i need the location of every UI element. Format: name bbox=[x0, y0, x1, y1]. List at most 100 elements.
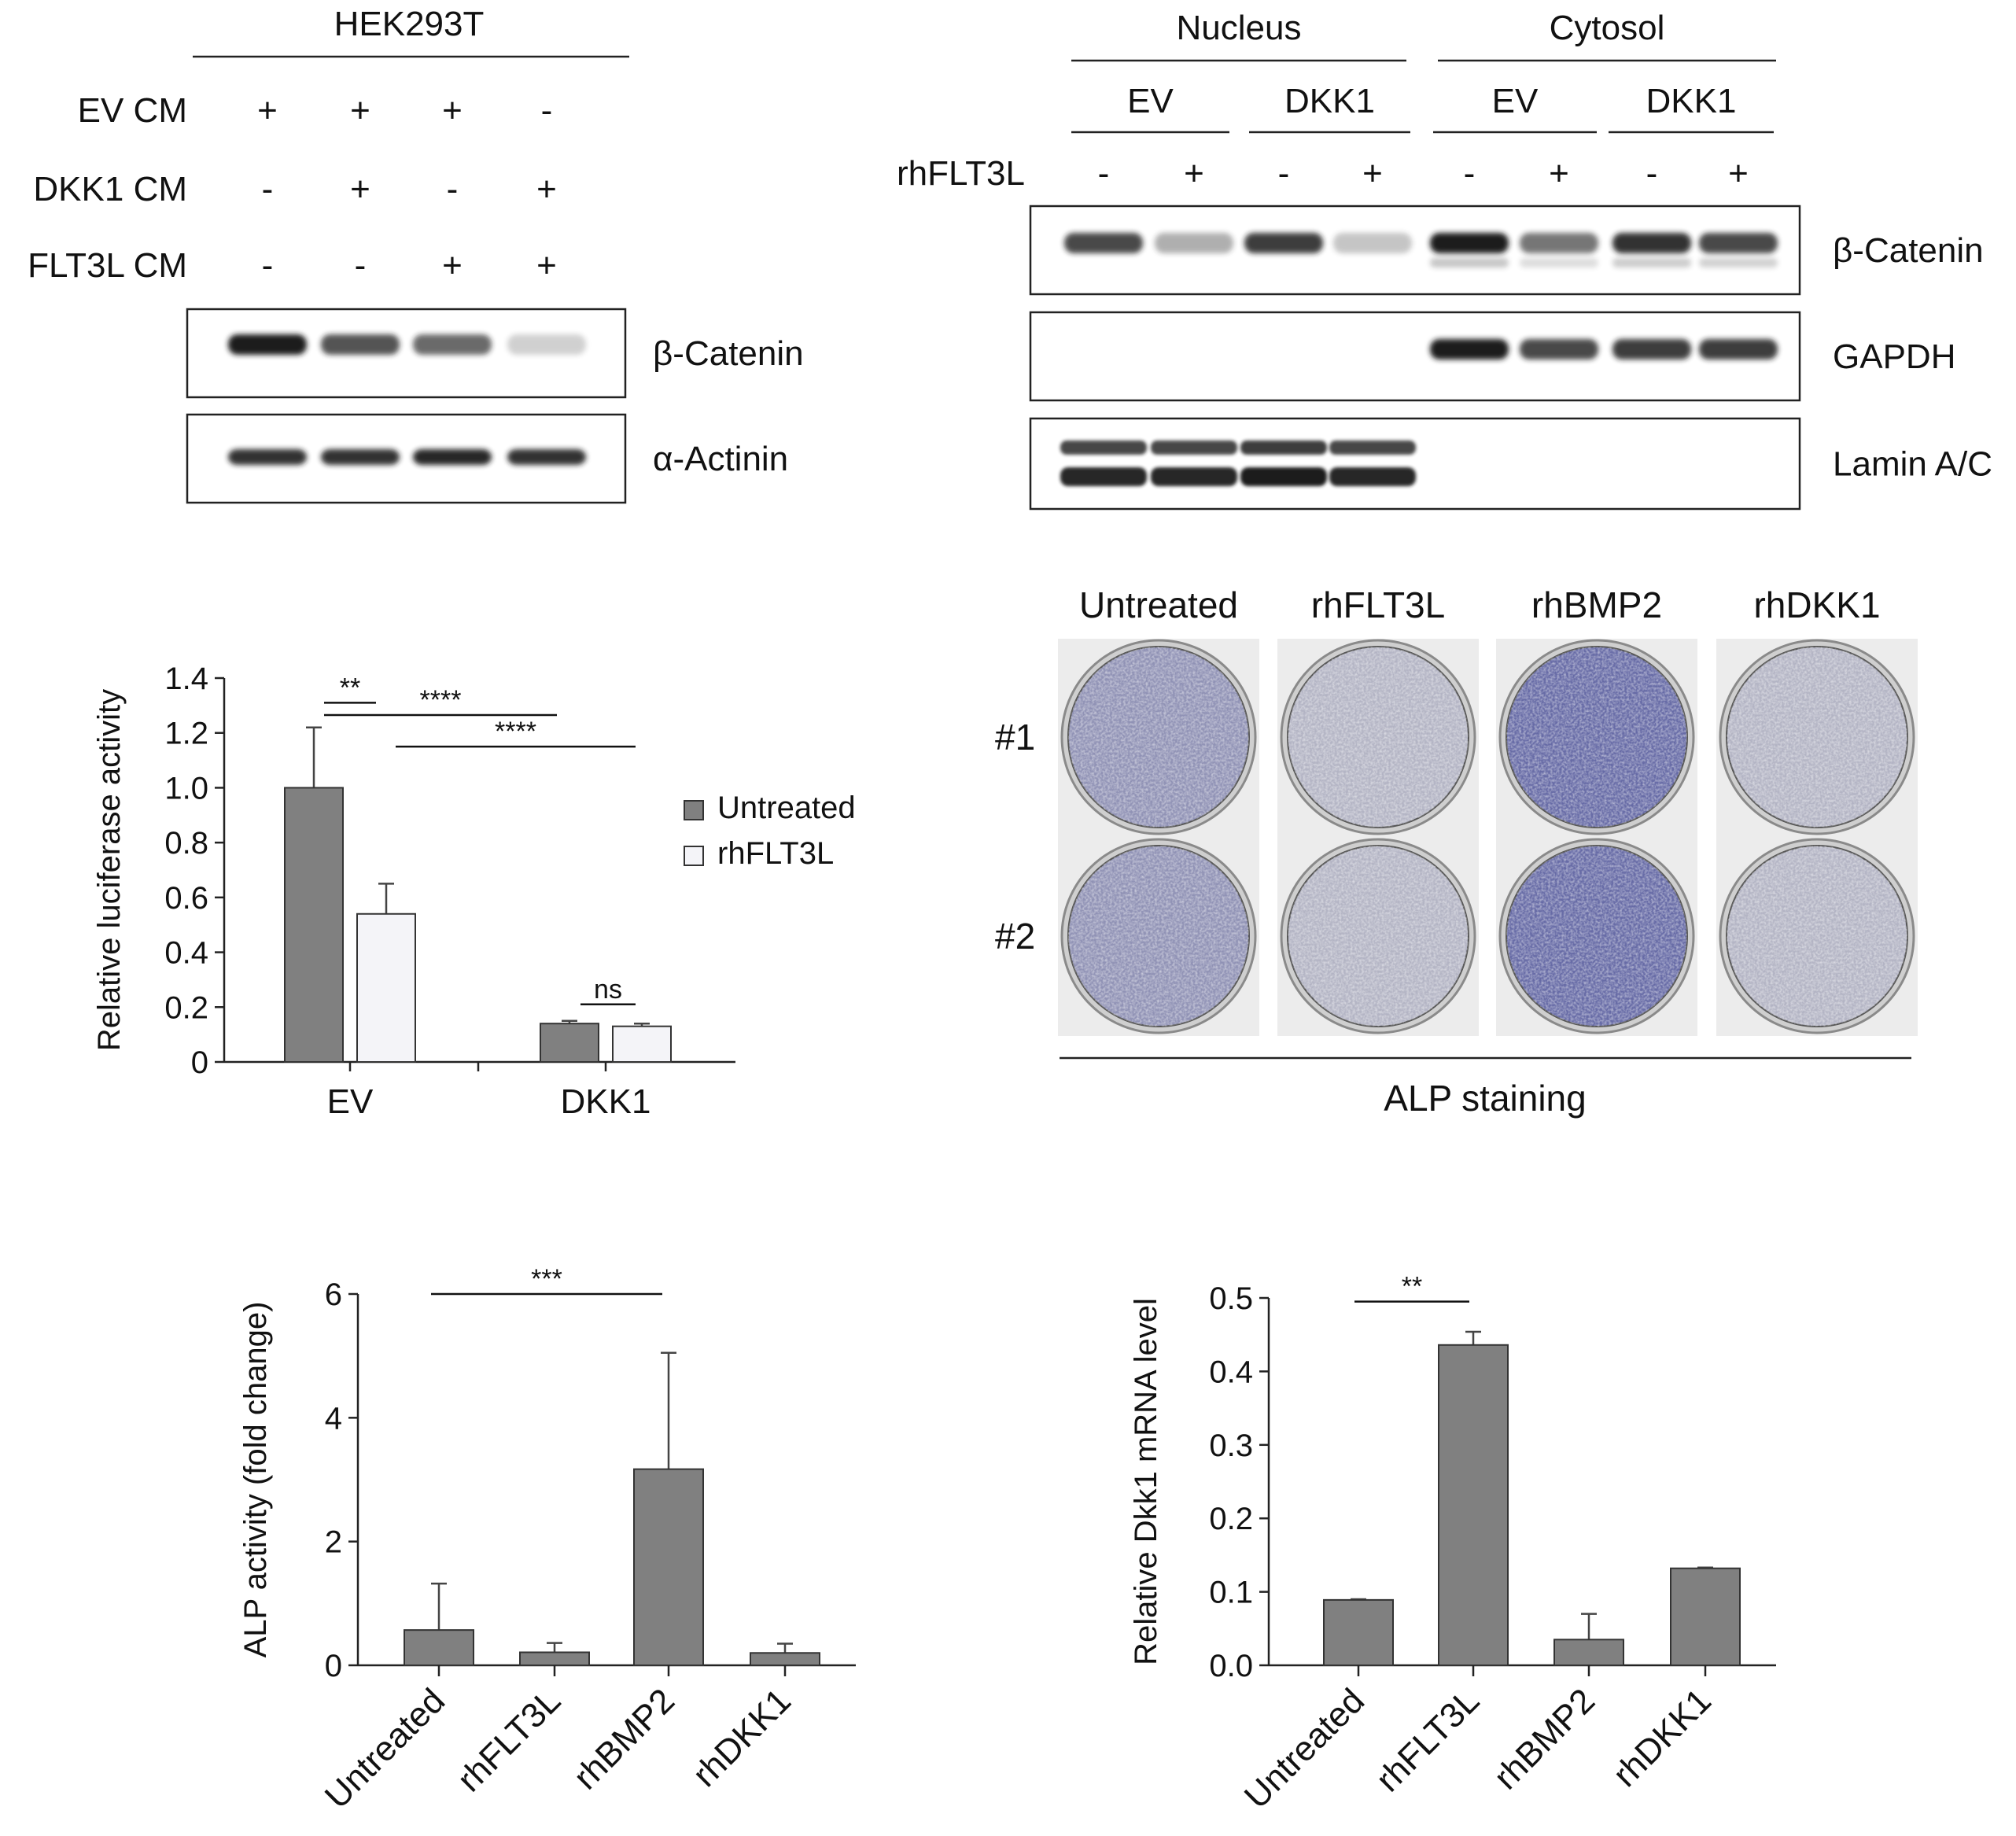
condition-sign: + bbox=[442, 91, 463, 130]
alp-column-label-rhflt3l: rhFLT3L bbox=[1311, 584, 1445, 625]
condition-sign: + bbox=[350, 170, 370, 208]
panel-a-western-blot: HEK293T EV CM + + + - DKK1 CM - + - + FLT3L CM - - + +… bbox=[28, 5, 804, 504]
blot-label: GAPDH bbox=[1833, 337, 1955, 376]
y-tick-label: 0.2 bbox=[1209, 1502, 1253, 1536]
bar-rhflt3l-dkk1 bbox=[612, 1025, 672, 1063]
blot-band bbox=[321, 334, 400, 355]
condition-sign: + bbox=[442, 246, 463, 285]
condition-sign: + bbox=[536, 246, 557, 285]
blot-band bbox=[1151, 441, 1237, 455]
y-tick-label: 0.6 bbox=[164, 881, 208, 916]
blot-band bbox=[1430, 233, 1509, 253]
x-tick-label-rhbmp2: rhBMP2 bbox=[566, 1681, 682, 1797]
x-tick-label-rhflt3l: rhFLT3L bbox=[450, 1681, 568, 1799]
blot-band bbox=[1333, 233, 1412, 253]
bar-rhdkk1 bbox=[1670, 1567, 1741, 1667]
blot-band bbox=[1520, 233, 1598, 253]
blot-frame bbox=[1029, 417, 1801, 511]
y-tick-label: 0.2 bbox=[164, 990, 208, 1025]
blot-band bbox=[1155, 233, 1233, 253]
alp-well bbox=[1719, 838, 1915, 1034]
blot-band bbox=[228, 334, 307, 355]
x-tick-label-rhdkk1: rhDKK1 bbox=[685, 1681, 798, 1794]
panel-a-header: HEK293T bbox=[334, 5, 485, 43]
blot-band bbox=[507, 449, 586, 465]
y-tick-label: 0 bbox=[191, 1045, 208, 1080]
blot-gapdh: GAPDH bbox=[1029, 311, 1955, 402]
alp-well bbox=[1498, 639, 1695, 835]
condition-label-flt3l-cm: FLT3L CM bbox=[28, 246, 187, 285]
legend: Untreated rhFLT3L bbox=[684, 791, 856, 871]
significance-label: *** bbox=[531, 1264, 562, 1294]
condition-label-dkk1-cm: DKK1 CM bbox=[33, 170, 187, 208]
blot-band bbox=[1244, 233, 1323, 253]
alp-well bbox=[1280, 639, 1476, 835]
well-texture bbox=[1727, 647, 1907, 828]
blot-band-lower bbox=[1699, 258, 1778, 267]
condition-sign: + bbox=[350, 91, 370, 130]
blot-band bbox=[1430, 339, 1509, 359]
panel-a-blots: β-Catenin α-Actinin bbox=[186, 308, 804, 504]
x-tick-label-untreated: Untreated bbox=[318, 1681, 452, 1816]
alp-well bbox=[1498, 838, 1695, 1034]
panel-b-blots: β-Catenin GAPDH Lamin A/C bbox=[1029, 205, 1992, 511]
y-tick-label: 4 bbox=[325, 1401, 342, 1436]
significance-label: ns bbox=[594, 975, 622, 1005]
chart-luciferase: 0 0.2 0.4 0.6 0.8 1.0 1.2 1.4 Relative luciferas… bbox=[92, 662, 856, 1121]
well-texture bbox=[1068, 846, 1249, 1027]
treatment-sign: + bbox=[1549, 154, 1569, 193]
treatment-sign: + bbox=[1362, 154, 1383, 193]
y-tick-label: 1.2 bbox=[164, 717, 208, 751]
blot-label: β-Catenin bbox=[1833, 231, 1984, 270]
condition-sign: - bbox=[447, 170, 459, 208]
bar-rhbmp2 bbox=[1553, 1639, 1624, 1667]
condition-sign: + bbox=[257, 91, 278, 130]
x-tick-label-rhdkk1: rhDKK1 bbox=[1605, 1681, 1719, 1794]
alp-row-label: #2 bbox=[995, 916, 1035, 957]
blot-band bbox=[1060, 441, 1147, 455]
blot-band bbox=[321, 449, 400, 465]
blot-band-lower bbox=[1520, 258, 1598, 267]
group-label-ev: EV bbox=[1492, 82, 1539, 120]
bar-untreated bbox=[404, 1629, 474, 1666]
blot-band bbox=[1520, 339, 1598, 359]
blot-band bbox=[507, 334, 586, 355]
y-tick-label: 2 bbox=[325, 1525, 342, 1560]
bar-rhbmp2 bbox=[633, 1468, 704, 1667]
significance-label: ** bbox=[340, 673, 360, 702]
well-texture bbox=[1288, 846, 1469, 1027]
y-tick-label: 0.1 bbox=[1209, 1576, 1253, 1610]
condition-sign: + bbox=[536, 170, 557, 208]
x-tick-label-rhflt3l: rhFLT3L bbox=[1369, 1681, 1487, 1799]
well-texture bbox=[1506, 647, 1687, 828]
blot-band bbox=[1064, 233, 1143, 253]
blot-catenin: β-Catenin bbox=[186, 308, 804, 399]
blot-lamin-a-c: Lamin A/C bbox=[1029, 417, 1992, 511]
group-label-dkk1: DKK1 bbox=[1284, 82, 1375, 120]
condition-sign: - bbox=[541, 91, 553, 130]
legend-label: rhFLT3L bbox=[717, 836, 834, 871]
y-tick-label: 1.0 bbox=[164, 771, 208, 806]
condition-label-ev-cm: EV CM bbox=[78, 91, 187, 130]
y-tick-label: 0.5 bbox=[1209, 1281, 1253, 1316]
alp-column-label-rhbmp2: rhBMP2 bbox=[1531, 584, 1662, 625]
legend-swatch bbox=[684, 800, 704, 820]
blot-band bbox=[1151, 467, 1237, 486]
panel-b-treatment-label: rhFLT3L bbox=[897, 154, 1025, 193]
well-texture bbox=[1288, 647, 1469, 828]
blot-band bbox=[1612, 233, 1691, 253]
treatment-sign: - bbox=[1464, 154, 1476, 193]
blot-band bbox=[1240, 467, 1327, 486]
blot-band bbox=[1240, 441, 1327, 455]
bar-rhflt3l bbox=[519, 1651, 590, 1666]
alp-well bbox=[1060, 639, 1257, 835]
panel-b-treatment-signs: - + - + - + - + bbox=[1098, 154, 1749, 193]
blot-band bbox=[1612, 339, 1691, 359]
blot-label: α-Actinin bbox=[653, 440, 788, 478]
x-tick-label-rhbmp2: rhBMP2 bbox=[1487, 1681, 1602, 1797]
panel-a-condition-rows: EV CM + + + - DKK1 CM - + - + FLT3L CM - - + + bbox=[28, 91, 557, 285]
blot-actinin: α-Actinin bbox=[186, 413, 788, 504]
y-tick-label: 0.0 bbox=[1209, 1649, 1253, 1683]
x-tick-label-dkk1: DKK1 bbox=[561, 1082, 651, 1121]
